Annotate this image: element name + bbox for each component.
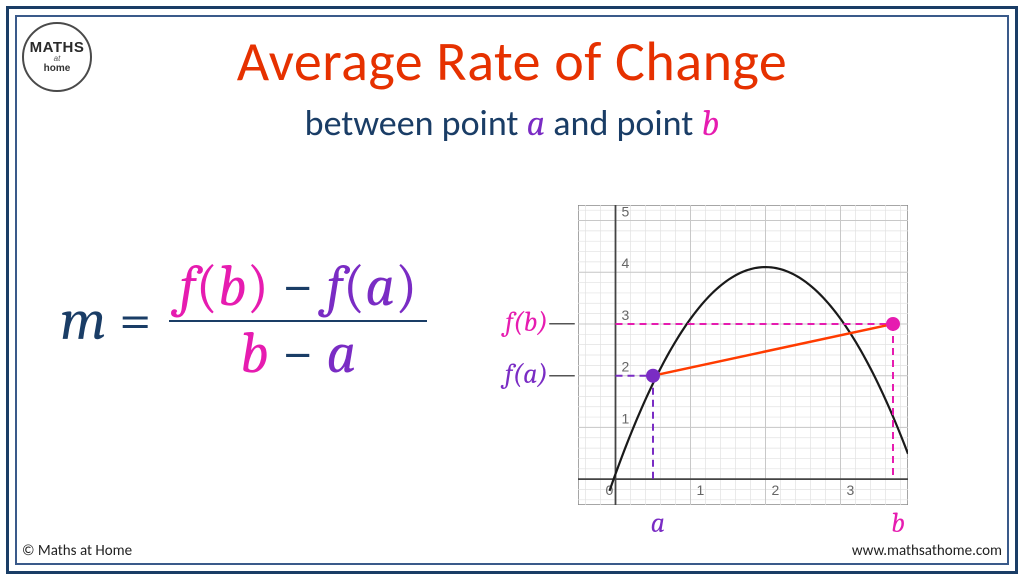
subtitle-prefix: between point	[305, 101, 527, 145]
chart-svg: 012312345	[578, 205, 908, 505]
svg-text:1: 1	[697, 482, 705, 498]
chart: f(b)— f(a)— 012312345 a b	[578, 205, 978, 525]
label-b: b	[885, 507, 905, 539]
formula: m = f(b) − f(a) b − a	[60, 255, 427, 387]
subtitle-a: a	[527, 103, 546, 144]
label-fa: f(a)—	[496, 358, 576, 390]
formula-lhs: m =	[60, 287, 151, 354]
page-title: Average Rate of Change	[0, 28, 1024, 96]
formula-numerator: f(b) − f(a)	[169, 255, 427, 320]
svg-text:2: 2	[622, 359, 630, 375]
subtitle-b: b	[701, 103, 719, 144]
label-a: a	[645, 507, 665, 539]
svg-text:4: 4	[622, 255, 630, 271]
svg-text:2: 2	[772, 482, 780, 498]
label-fb: f(b)—	[496, 306, 576, 338]
svg-text:3: 3	[847, 482, 855, 498]
formula-fraction: f(b) − f(a) b − a	[169, 255, 427, 387]
svg-text:3: 3	[622, 307, 630, 323]
title-block: Average Rate of Change between point a a…	[0, 28, 1024, 145]
svg-text:5: 5	[622, 205, 630, 220]
svg-text:1: 1	[622, 410, 630, 426]
subtitle-mid: and point	[545, 101, 701, 145]
footer-left: © Maths at Home	[22, 542, 132, 560]
footer-right: www.mathsathome.com	[852, 542, 1002, 560]
formula-denominator: b − a	[230, 322, 366, 387]
subtitle: between point a and point b	[0, 101, 1024, 145]
